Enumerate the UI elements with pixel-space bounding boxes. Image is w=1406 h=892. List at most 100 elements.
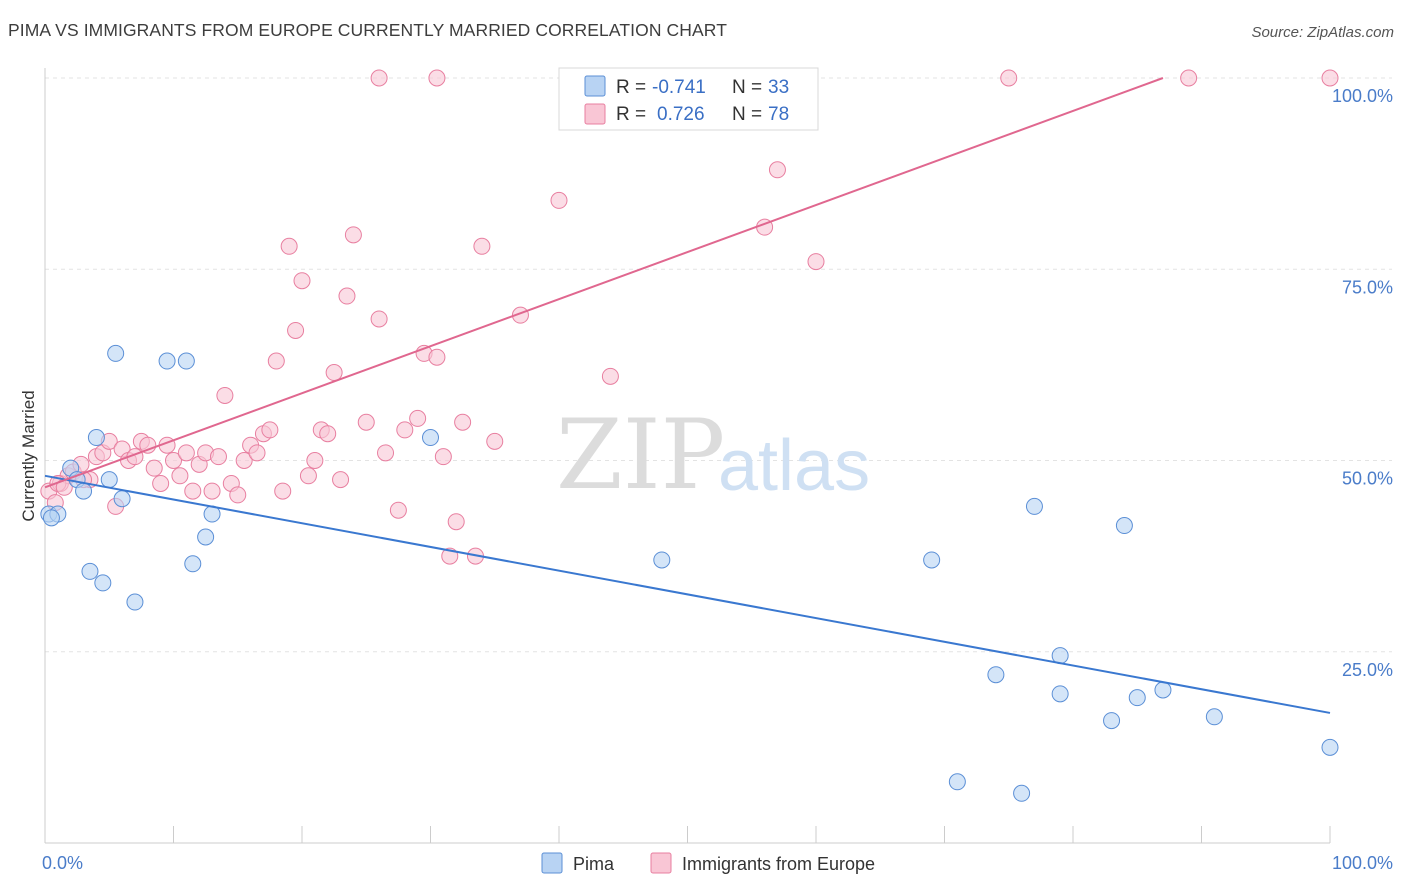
correlation-legend: R = -0.741 N = 33 R = 0.726 N = 78 (558, 67, 819, 131)
europe-point-41 (306, 452, 324, 469)
pima-point-25 (1103, 712, 1121, 730)
legend-n-value-1: 33 (768, 77, 789, 98)
y-axis-label: Currently Married (19, 390, 38, 521)
europe-point-22 (184, 482, 202, 500)
pima-point-12 (158, 352, 176, 370)
europe-point-72 (1000, 69, 1018, 87)
europe-point-55 (428, 348, 446, 366)
europe-point-49 (370, 310, 388, 328)
pima-point-28 (1154, 681, 1172, 699)
europe-point-44 (325, 364, 343, 382)
europe-point-21 (177, 444, 195, 462)
legend-r-label-1: R = (616, 77, 646, 98)
pima-point-29 (1205, 708, 1223, 726)
europe-point-58 (447, 513, 465, 531)
axes (44, 68, 1331, 844)
pima-point-7 (107, 344, 125, 362)
bottom-legend-swatch-europe (650, 852, 672, 874)
europe-point-53 (409, 409, 427, 427)
legend-r-value-2: 0.726 (657, 104, 705, 125)
pima-point-11 (94, 574, 112, 592)
legend-n-label-1: N = (732, 77, 762, 98)
y-tick-label-0: 25.0% (1342, 660, 1393, 680)
legend-swatch-europe (584, 103, 606, 125)
legend-n-value-2: 78 (768, 104, 789, 125)
europe-point-35 (267, 352, 285, 370)
source-label: Source: ZipAtlas.com (1251, 24, 1394, 41)
pima-point-22 (1025, 497, 1043, 515)
x-tick-label-1: 100.0% (1332, 853, 1393, 873)
y-tick-label-3: 100.0% (1332, 86, 1393, 106)
europe-point-32 (248, 444, 266, 462)
europe-point-39 (293, 272, 311, 290)
bottom-legend-label-pima: Pima (573, 854, 615, 874)
series-legend: Pima Immigrants from Europe (541, 852, 875, 874)
europe-point-45 (332, 471, 350, 489)
europe-point-19 (165, 452, 182, 469)
pima-point-20 (987, 666, 1005, 684)
pima-point-9 (126, 593, 144, 611)
europe-point-65 (601, 367, 619, 385)
europe-point-48 (357, 413, 375, 431)
europe-point-68 (768, 161, 786, 179)
pima-point-17 (422, 429, 439, 447)
europe-point-26 (209, 448, 227, 466)
series-pima-points (40, 344, 1339, 802)
legend-r-value-1: -0.741 (652, 77, 706, 98)
watermark: ZIP atlas (556, 399, 870, 511)
europe-point-40 (299, 467, 317, 485)
europe-point-38 (287, 321, 305, 339)
x-tick-label-0: 0.0% (42, 853, 83, 873)
europe-point-56 (434, 448, 452, 466)
pima-point-10 (81, 562, 99, 580)
legend-n-label-2: N = (732, 104, 762, 125)
grid-lines (45, 77, 1392, 653)
europe-point-70 (370, 69, 388, 87)
pima-point-8 (113, 490, 131, 508)
watermark-atlas: atlas (718, 426, 870, 506)
watermark-zip: ZIP (556, 399, 725, 511)
pima-point-24 (1051, 685, 1069, 703)
bottom-legend-label-europe: Immigrants from Europe (682, 854, 875, 874)
europe-point-27 (216, 386, 234, 404)
europe-point-74 (1321, 69, 1339, 87)
europe-point-52 (396, 421, 414, 439)
pima-point-26 (1115, 517, 1133, 535)
pima-point-30 (948, 773, 966, 791)
europe-point-50 (377, 444, 395, 462)
x-tick-labels: 0.0% 100.0% (42, 853, 1393, 873)
europe-point-59 (454, 413, 472, 431)
europe-point-47 (344, 226, 362, 244)
y-tick-labels: 25.0% 50.0% 75.0% 100.0% (1332, 86, 1393, 680)
pima-point-4 (75, 482, 93, 500)
europe-point-30 (235, 452, 253, 469)
legend-swatch-pima (584, 75, 606, 97)
europe-point-71 (428, 69, 446, 87)
europe-point-73 (1180, 69, 1198, 87)
series-europe-points (40, 69, 1339, 565)
pima-point-6 (100, 471, 118, 489)
pima-point-18 (653, 551, 671, 569)
europe-point-17 (152, 474, 170, 492)
europe-point-34 (261, 421, 279, 439)
europe-point-16 (145, 459, 163, 477)
pima-point-13 (177, 352, 195, 370)
europe-point-62 (486, 432, 504, 450)
chart-title: PIMA VS IMMIGRANTS FROM EUROPE CURRENTLY… (8, 20, 727, 40)
europe-point-64 (550, 191, 568, 209)
pima-point-32 (42, 509, 60, 527)
europe-point-46 (338, 287, 356, 305)
europe-point-25 (203, 482, 221, 500)
europe-point-51 (389, 501, 407, 519)
y-tick-label-1: 50.0% (1342, 469, 1393, 489)
pima-point-14 (184, 555, 202, 573)
europe-point-43 (319, 425, 337, 443)
pima-point-15 (197, 528, 215, 546)
europe-point-36 (274, 482, 292, 500)
pima-point-31 (1321, 738, 1339, 756)
bottom-legend-swatch-pima (541, 852, 563, 874)
europe-trend-line (44, 77, 1164, 489)
pima-point-19 (923, 551, 941, 569)
pima-point-5 (87, 429, 105, 447)
